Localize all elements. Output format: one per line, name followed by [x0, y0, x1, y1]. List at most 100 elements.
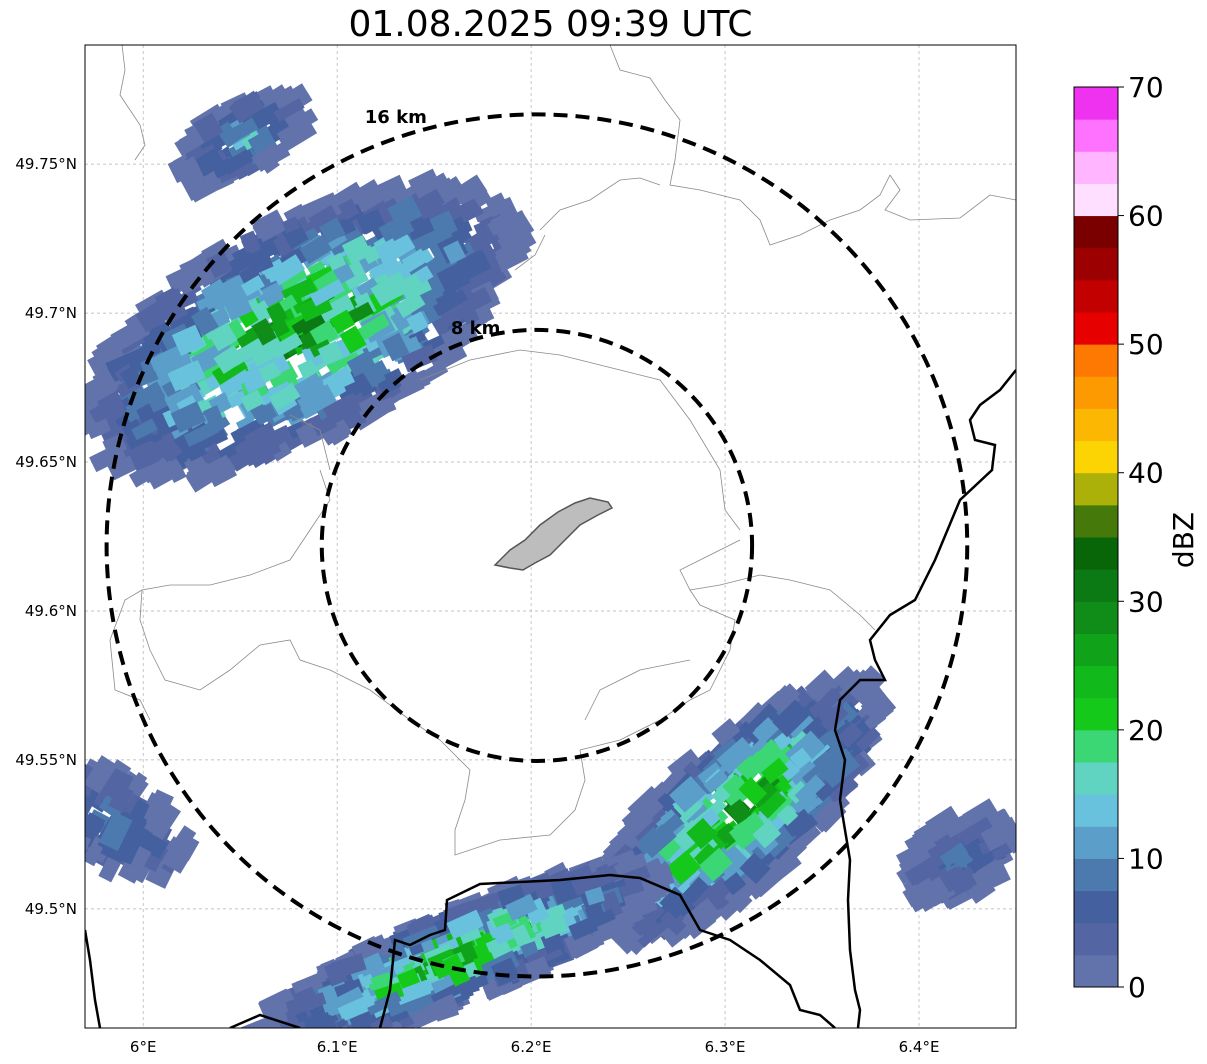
lon-tick-label: 6.1°E	[317, 1038, 358, 1056]
colorbar-bin	[1074, 762, 1118, 795]
echo-pixel	[820, 704, 849, 733]
echo-pixel	[110, 317, 151, 352]
echo-pixel	[273, 1032, 290, 1048]
echo-pixel	[406, 311, 429, 334]
echo-pixel	[368, 256, 401, 280]
echo-pixel	[772, 699, 811, 738]
echo-pixel	[53, 787, 85, 823]
echo-pixel	[472, 188, 492, 208]
echo-pixel	[227, 390, 248, 409]
echo-pixel	[291, 971, 327, 994]
echo-pixel	[716, 736, 756, 775]
echo-pixel	[266, 302, 288, 325]
echo-pixel	[269, 254, 306, 286]
echo-pixel	[904, 825, 940, 855]
echo-pixel	[564, 932, 590, 960]
colorbar-bin	[1074, 697, 1118, 731]
echo-pixel	[681, 902, 715, 935]
echo-pixel	[456, 197, 484, 223]
echo-pixel	[349, 1010, 380, 1028]
echo-pixel	[417, 285, 444, 306]
echo-pixel	[88, 394, 127, 430]
echo-pixel	[497, 224, 537, 260]
echo-pixel	[304, 1011, 334, 1028]
echo-pixel	[789, 747, 812, 770]
colorbar-bin	[1074, 858, 1118, 892]
radar-echoes	[42, 83, 1016, 1048]
echo-pixel	[514, 956, 552, 987]
echo-pixel	[401, 248, 429, 273]
echo-pixel	[902, 884, 925, 908]
echo-pixel	[213, 345, 244, 375]
echo-pixel	[297, 383, 337, 418]
echo-pixel	[277, 1026, 315, 1028]
colorbar-bin	[1074, 729, 1118, 763]
echo-pixel	[42, 791, 70, 828]
echo-pixel	[190, 306, 219, 337]
echo-pixel	[167, 360, 206, 392]
echo-pixel	[329, 189, 359, 216]
echo-pixel	[904, 856, 941, 888]
echo-pixel	[194, 147, 226, 177]
echo-pixel	[726, 798, 752, 825]
echo-pixel	[758, 790, 787, 819]
echo-pixel	[215, 121, 241, 148]
colorbar-bin	[1074, 344, 1118, 377]
lon-tick-label: 6.2°E	[511, 1038, 552, 1056]
echo-pixel	[198, 176, 221, 196]
echo-pixel	[432, 953, 464, 980]
echo-pixel	[240, 389, 265, 412]
echo-pixel	[716, 823, 738, 845]
echo-cell-se	[584, 665, 897, 956]
colorbar-bin	[1074, 794, 1118, 827]
echo-pixel	[510, 924, 532, 948]
echo-pixel	[56, 776, 77, 797]
echo-pixel	[53, 805, 76, 829]
echo-pixel	[338, 198, 360, 221]
country-border	[85, 369, 1016, 1028]
lat-tick-label: 49.55°N	[15, 751, 77, 769]
municipal-boundaries	[109, 45, 1016, 856]
echo-pixel	[375, 368, 407, 396]
colorbar-bin	[1074, 279, 1118, 313]
echo-pixel	[200, 278, 232, 309]
echo-pixel	[117, 843, 152, 884]
echo-pixel	[335, 986, 364, 1009]
echo-pixel	[969, 854, 996, 875]
echo-pixel	[339, 325, 367, 354]
echo-pixel	[239, 230, 261, 253]
echo-pixel	[337, 993, 375, 1020]
colorbar-tick-label: 50	[1128, 328, 1164, 361]
colorbar-bin	[1074, 247, 1118, 281]
echo-pixel	[429, 210, 458, 239]
echo-pixel	[371, 1016, 401, 1028]
echo-pixel	[457, 973, 489, 996]
echo-pixel	[269, 1027, 304, 1028]
echo-pixel	[457, 300, 480, 326]
colorbar-bin	[1074, 504, 1118, 538]
echo-pixel	[693, 843, 719, 869]
echo-pixel	[401, 344, 438, 373]
longitude-ticks: 6°E 6.1°E 6.2°E 6.3°E 6.4°E	[130, 1038, 940, 1056]
echo-pixel	[320, 418, 351, 446]
echo-pixel	[711, 786, 731, 806]
echo-pixel	[424, 993, 459, 1021]
echo-pixel	[326, 252, 347, 271]
echo-pixel	[283, 105, 311, 133]
echo-pixel	[698, 847, 733, 882]
colorbar-bin	[1074, 954, 1118, 988]
echo-pixel	[491, 922, 515, 945]
colorbar-bin	[1074, 665, 1118, 699]
echo-pixel	[252, 209, 288, 243]
colorbar-bin	[1074, 890, 1118, 924]
echo-pixel	[539, 915, 569, 939]
echo-pixel	[987, 808, 1010, 829]
echo-pixel	[366, 990, 402, 1016]
echo-pixel	[828, 795, 851, 816]
echo-pixel	[322, 392, 362, 426]
echo-pixel	[318, 297, 355, 324]
echo-pixel	[46, 772, 79, 807]
colorbar-bin	[1074, 87, 1118, 120]
echo-pixel	[128, 459, 164, 488]
range-ring	[104, 112, 970, 979]
